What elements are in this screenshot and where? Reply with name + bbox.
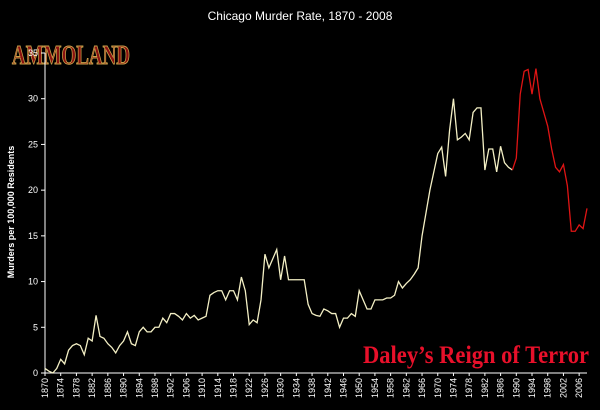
- x-tick-label: 1974: [448, 378, 458, 398]
- x-tick-label: 1986: [496, 378, 506, 398]
- x-tick-label: 1906: [181, 378, 191, 398]
- y-tick-label: 10: [28, 277, 38, 287]
- x-tick-label: 1874: [56, 378, 66, 398]
- x-tick-label: 1942: [323, 378, 333, 398]
- x-tick-label: 1950: [354, 378, 364, 398]
- x-tick-label: 1918: [229, 378, 239, 398]
- x-tick-label: 1914: [213, 378, 223, 398]
- x-tick-label: 1910: [197, 378, 207, 398]
- x-tick-label: 1998: [543, 378, 553, 398]
- x-tick-label: 1978: [464, 378, 474, 398]
- chart-title: Chicago Murder Rate, 1870 - 2008: [208, 9, 393, 23]
- annotation: Daley’s Reign of Terror: [363, 342, 589, 369]
- y-tick-label: 30: [28, 94, 38, 104]
- x-tick-label: 1890: [119, 378, 129, 398]
- logo: AMMOLAND: [12, 40, 130, 70]
- y-axis-label: Murders per 100,000 Residents: [6, 146, 16, 279]
- y-tick-label: 20: [28, 185, 38, 195]
- y-tick-label: 0: [33, 368, 38, 378]
- y-tick-label: 35: [28, 48, 38, 58]
- x-tick-label: 1870: [40, 378, 50, 398]
- x-tick-label: 1994: [527, 378, 537, 398]
- x-tick-label: 2002: [558, 378, 568, 398]
- x-tick-label: 1930: [276, 378, 286, 398]
- y-tick-label: 25: [28, 139, 38, 149]
- x-tick-label: 1954: [370, 378, 380, 398]
- x-tick-label: 1894: [134, 378, 144, 398]
- y-tick-label: 15: [28, 231, 38, 241]
- x-tick-label: 1926: [260, 378, 270, 398]
- x-tick-label: 1882: [87, 378, 97, 398]
- x-tick-label: 1970: [433, 378, 443, 398]
- x-tick-label: 1922: [244, 378, 254, 398]
- x-tick-label: 1898: [150, 378, 160, 398]
- x-tick-label: 1878: [71, 378, 81, 398]
- x-tick-label: 1982: [480, 378, 490, 398]
- x-tick-label: 1958: [386, 378, 396, 398]
- x-tick-label: 1962: [401, 378, 411, 398]
- x-tick-label: 1934: [291, 378, 301, 398]
- x-tick-label: 1902: [166, 378, 176, 398]
- x-tick-label: 1966: [417, 378, 427, 398]
- x-tick-label: 2006: [574, 378, 584, 398]
- series-line: [44, 98, 513, 374]
- y-tick-label: 5: [33, 322, 38, 332]
- x-tick-label: 1990: [511, 378, 521, 398]
- x-tick-label: 1946: [338, 378, 348, 398]
- series-line: [511, 68, 588, 232]
- x-tick-label: 1886: [103, 378, 113, 398]
- x-tick-label: 1938: [307, 378, 317, 398]
